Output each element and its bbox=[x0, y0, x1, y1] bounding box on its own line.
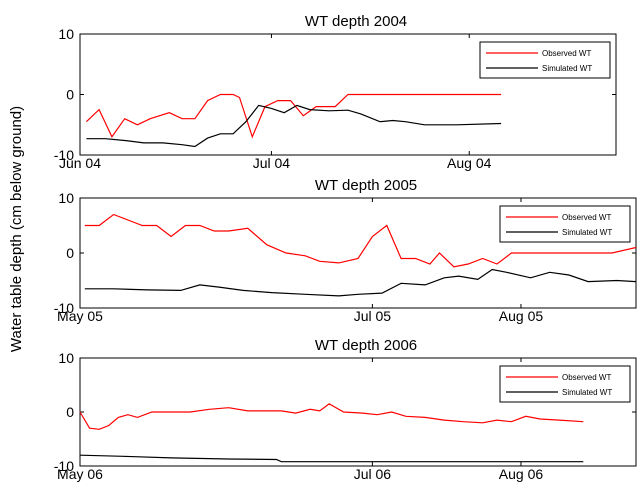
series-line-simulated bbox=[84, 268, 637, 297]
y-tick-label: -10 bbox=[54, 147, 74, 163]
y-tick-label: 10 bbox=[58, 26, 74, 42]
legend-box bbox=[499, 365, 631, 403]
x-tick-label: May 05 bbox=[57, 308, 103, 324]
y-tick-label: 10 bbox=[58, 350, 74, 366]
series-line-observed bbox=[85, 93, 502, 139]
series-line-simulated bbox=[79, 454, 584, 463]
legend-label: Observed WT bbox=[562, 373, 611, 382]
x-tick-label: Aug 06 bbox=[499, 466, 544, 482]
legend-label: Observed WT bbox=[542, 49, 591, 58]
x-tick-label: Aug 04 bbox=[447, 155, 492, 171]
chart-title: WT depth 2004 bbox=[305, 13, 407, 30]
x-tick-label: Jun 04 bbox=[59, 155, 101, 171]
legend: Observed WT Simulated WT bbox=[499, 205, 631, 243]
series-line-simulated bbox=[86, 104, 502, 148]
legend: Observed WT Simulated WT bbox=[479, 41, 611, 79]
x-tick-label: Jul 04 bbox=[253, 155, 291, 171]
legend-label: Simulated WT bbox=[562, 388, 612, 397]
y-tick-label: 0 bbox=[66, 245, 74, 261]
x-tick-label: May 06 bbox=[57, 466, 103, 482]
x-tick-label: Aug 05 bbox=[499, 308, 544, 324]
x-tick-label: Jul 05 bbox=[354, 308, 392, 324]
y-tick-label: 0 bbox=[66, 87, 74, 103]
y-tick-label: 0 bbox=[66, 404, 74, 420]
series-line-observed bbox=[84, 213, 637, 268]
legend-label: Simulated WT bbox=[542, 64, 592, 73]
x-tick-label: Jul 06 bbox=[354, 466, 392, 482]
legend-label: Observed WT bbox=[562, 213, 611, 222]
legend: Observed WT Simulated WT bbox=[499, 365, 631, 403]
chart-title: WT depth 2005 bbox=[315, 177, 417, 194]
series-line-observed bbox=[79, 403, 584, 430]
figure-ylabel: Water table depth (cm below ground) bbox=[8, 106, 25, 352]
y-tick-label: -10 bbox=[54, 300, 74, 316]
legend-box bbox=[499, 205, 631, 243]
legend-box bbox=[479, 41, 611, 79]
chart-title: WT depth 2006 bbox=[315, 337, 417, 354]
y-tick-label: -10 bbox=[54, 458, 74, 474]
legend-label: Simulated WT bbox=[562, 228, 612, 237]
y-tick-label: 10 bbox=[58, 190, 74, 206]
